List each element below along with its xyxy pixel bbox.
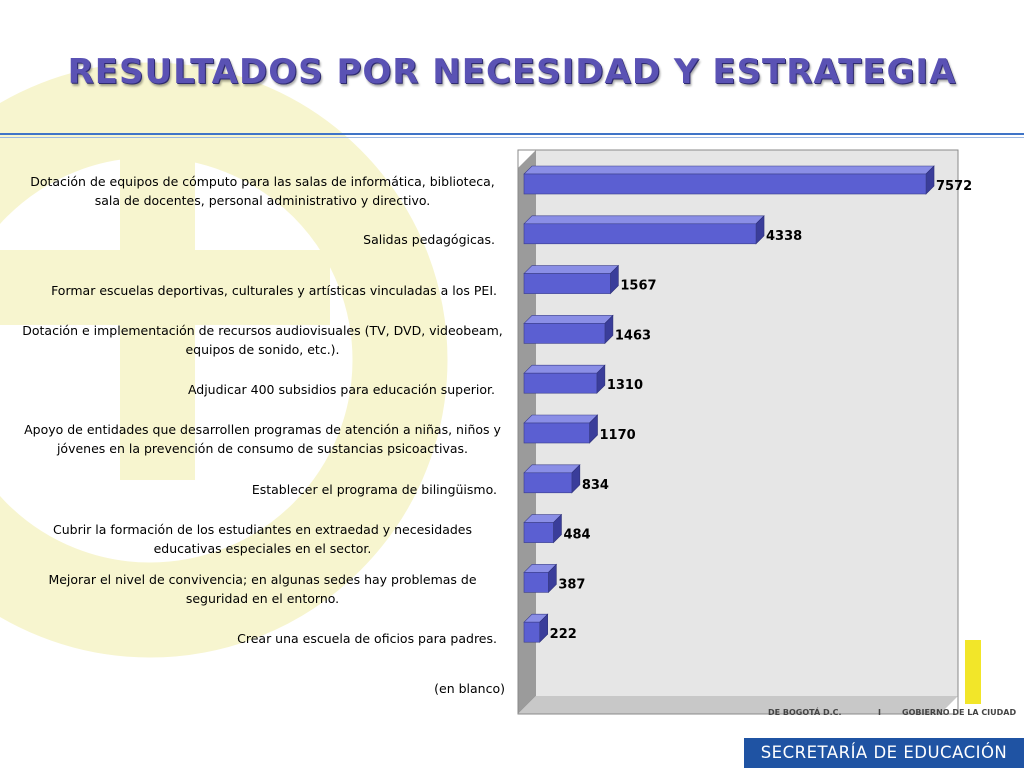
category-label: Dotación de equipos de cómputo para las … <box>30 174 495 208</box>
bar <box>523 522 554 543</box>
city-logo <box>965 640 981 704</box>
decorative-ring <box>0 62 448 658</box>
category-label: Salidas pedagógicas. <box>363 232 495 247</box>
plot-back-wall <box>536 150 958 696</box>
bar <box>523 472 573 494</box>
data-label: 387 <box>558 577 585 592</box>
bar-top <box>523 364 606 374</box>
title-divider-thin <box>0 137 1024 138</box>
bar <box>523 572 549 593</box>
category-label: (en blanco) <box>434 681 505 696</box>
data-label: 1170 <box>600 428 636 443</box>
bar-top <box>523 215 765 225</box>
data-label: 1567 <box>620 279 656 294</box>
logo-caption-right: GOBIERNO DE LA CIUDAD <box>902 708 1017 717</box>
bar <box>523 273 611 294</box>
bar-top <box>523 315 614 324</box>
category-label: Dotación e implementación de recursos au… <box>22 323 503 357</box>
category-label: Apoyo de entidades que desarrollen progr… <box>24 422 501 456</box>
category-label: Mejorar el nivel de convivencia; en algu… <box>48 572 477 606</box>
data-label: 1463 <box>615 328 651 343</box>
category-label: Adjudicar 400 subsidios para educación s… <box>187 382 495 397</box>
data-label: 7572 <box>936 179 972 194</box>
bar <box>523 621 540 643</box>
logo-caption-mid: I <box>878 708 881 717</box>
bar-top <box>523 414 599 424</box>
category-label: Establecer el programa de bilingüismo. <box>251 482 497 497</box>
bar <box>523 173 927 195</box>
decorative-cross-vertical <box>120 150 195 480</box>
category-label: Crear una escuela de oficios para padres… <box>237 631 497 646</box>
data-label: 1310 <box>607 378 643 393</box>
data-label: 834 <box>582 478 609 493</box>
bar-top <box>523 165 935 175</box>
category-label: Cubrir la formación de los estudiantes e… <box>52 522 473 556</box>
bar-top <box>523 464 581 474</box>
bar <box>523 422 590 444</box>
plot-floor <box>518 696 958 714</box>
bar <box>523 372 598 394</box>
data-label: 222 <box>550 627 577 642</box>
logo-caption-left: DE BOGOTÁ D.C. <box>768 708 842 717</box>
bar <box>523 323 606 344</box>
category-label: Formar escuelas deportivas, culturales y… <box>51 283 497 298</box>
footer-banner: SECRETARÍA DE EDUCACIÓN <box>744 738 1024 768</box>
data-label: 4338 <box>766 229 802 244</box>
plot-frame <box>517 149 959 715</box>
data-label: 484 <box>563 528 590 543</box>
page-title: RESULTADOS POR NECESIDAD Y ESTRATEGIA <box>67 52 957 92</box>
title-divider <box>0 133 1024 135</box>
bar-top <box>523 265 620 274</box>
bar <box>523 223 757 245</box>
